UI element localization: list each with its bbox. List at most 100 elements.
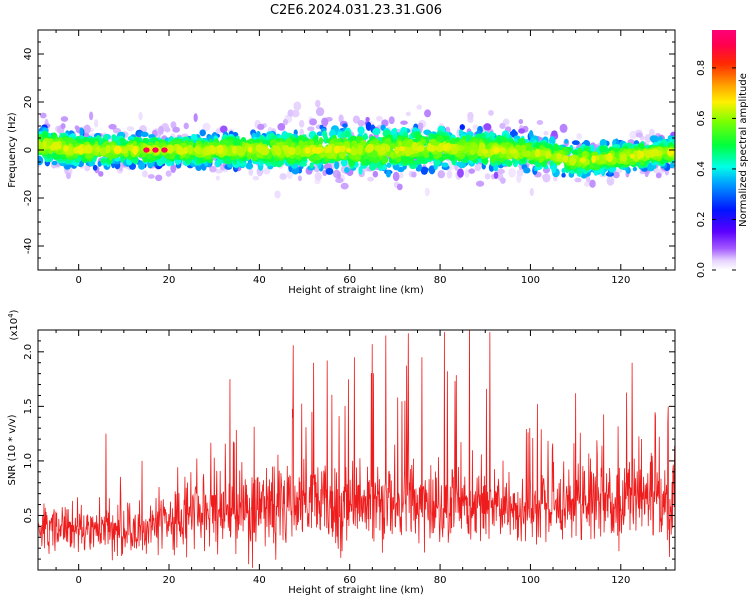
spectrogram-cell — [314, 172, 322, 181]
spectrogram-cell — [508, 168, 516, 178]
spectrogram-cell — [591, 155, 596, 163]
colorbar-ticks: 0.0 0.2 0.4 0.6 0.8 — [696, 60, 736, 278]
spectrogram-cell — [644, 134, 652, 143]
spectrogram-cell — [183, 122, 189, 130]
spectrogram-xlabel: Height of straight line (km) — [288, 285, 424, 296]
x-tick-label: 40 — [253, 575, 266, 586]
x-tick-label: 60 — [343, 575, 356, 586]
spectrogram-cell — [304, 147, 311, 154]
spectrogram-cell — [142, 170, 148, 178]
spectrogram-cell — [368, 156, 373, 162]
spectrogram-cell — [279, 173, 287, 180]
spectrogram-cell — [518, 128, 526, 134]
spectrogram-cell — [325, 167, 334, 175]
x-tick-label: 60 — [343, 275, 356, 286]
spectrogram-cell — [349, 135, 358, 141]
spectrogram-peak — [161, 147, 168, 153]
x-tick-label: 0 — [75, 575, 81, 586]
snr-multiplier: (x104) — [7, 309, 20, 340]
spectrogram-cell — [322, 130, 328, 139]
spectrogram-cell — [79, 127, 84, 137]
spectrogram-cell — [625, 150, 631, 157]
spectrogram-cell — [465, 134, 472, 140]
spectrogram-cell — [484, 173, 491, 180]
spectrogram-peak — [152, 147, 159, 153]
spectrogram-cell — [100, 158, 107, 164]
snr-series-line — [38, 330, 675, 568]
colorbar-tick-label: 0.2 — [696, 212, 707, 228]
y-tick-label: 2.0 — [23, 344, 34, 360]
spectrogram-cell — [92, 164, 98, 171]
spectrogram-cell — [401, 146, 406, 152]
spectrogram-cell — [500, 177, 506, 184]
spectrogram-cell — [312, 147, 317, 154]
spectrogram-cell — [511, 159, 517, 164]
spectrogram-cell — [309, 153, 315, 162]
spectrogram-cell — [138, 162, 146, 170]
spectrogram-cell — [309, 162, 314, 169]
spectrogram-cell — [598, 145, 608, 153]
colorbar: 0.0 0.2 0.4 0.6 0.8 Normalized spectral ampl… — [696, 30, 749, 278]
spectrogram-cell — [561, 172, 566, 178]
spectrogram-cell — [483, 123, 492, 131]
spectrogram-cell — [219, 125, 228, 134]
spectrogram-cell — [427, 142, 432, 151]
spectrogram-cell — [372, 170, 379, 178]
spectrogram-cell — [266, 153, 272, 159]
spectrogram-cell — [94, 119, 99, 128]
spectrogram-cell — [255, 144, 263, 153]
spectrogram-cell — [215, 168, 223, 174]
spectrogram-axes: 0 20 40 60 80 100 120 -40 -20 0 20 40 — [23, 29, 675, 286]
spectrogram-cell — [441, 162, 449, 168]
spectrogram-cell — [639, 151, 645, 159]
spectrogram-cell — [357, 146, 363, 156]
spectrogram-cell — [146, 154, 151, 159]
spectrogram-cell — [159, 158, 166, 165]
spectrogram-cell — [405, 111, 411, 117]
spectrogram-cell — [95, 146, 101, 152]
spectrogram-cell — [42, 140, 47, 149]
colorbar-gradient — [712, 30, 736, 270]
spectrogram-cell — [556, 153, 562, 160]
spectrogram-cell — [252, 175, 260, 181]
spectrogram-cell — [394, 146, 400, 154]
y-tick-label: 1.5 — [23, 398, 34, 414]
spectrogram-cell — [108, 123, 117, 130]
spectrogram-cell — [344, 166, 350, 173]
spectrogram-cell — [316, 131, 324, 137]
spectrogram-cell — [579, 157, 586, 163]
spectrogram-cell — [589, 179, 596, 188]
spectrogram-cell — [336, 172, 341, 180]
spectrogram-cell — [390, 143, 397, 149]
spectrogram-cell — [574, 177, 582, 183]
y-tick-label: 0 — [23, 147, 34, 153]
spectrogram-cell — [340, 182, 349, 190]
x-tick-label: 100 — [521, 575, 540, 586]
spectrogram-cell — [248, 146, 253, 153]
x-tick-label: 80 — [434, 575, 447, 586]
spectrogram-cell — [38, 140, 42, 147]
spectrogram-cell — [376, 115, 383, 122]
snr-xlabel: Height of straight line (km) — [288, 585, 424, 596]
x-tick-label: 120 — [611, 575, 630, 586]
snr-ylabel: SNR (10 * v/v) — [7, 414, 18, 485]
y-tick-label: 1.0 — [23, 453, 34, 469]
spectrogram-cell — [38, 155, 44, 166]
spectrogram-cell — [46, 153, 52, 159]
spectrogram-cell — [365, 121, 372, 131]
spectrogram-cell — [396, 183, 403, 191]
spectrogram-cell — [111, 134, 117, 142]
spectrogram-cell — [536, 119, 544, 125]
spectrogram-cell — [341, 145, 346, 152]
x-tick-label: 0 — [75, 275, 81, 286]
spectrogram-cell — [140, 131, 149, 138]
spectrogram-cell — [534, 149, 541, 158]
spectrogram-cell — [523, 167, 531, 174]
spectrogram-cell — [112, 127, 122, 134]
spectrogram-cell — [210, 146, 216, 155]
spectrogram-cell — [551, 165, 557, 174]
spectrogram-cell — [551, 130, 558, 137]
spectrogram-cell — [287, 109, 294, 117]
colorbar-tick-label: 0.8 — [696, 60, 707, 76]
spectrogram-cell — [655, 172, 662, 179]
